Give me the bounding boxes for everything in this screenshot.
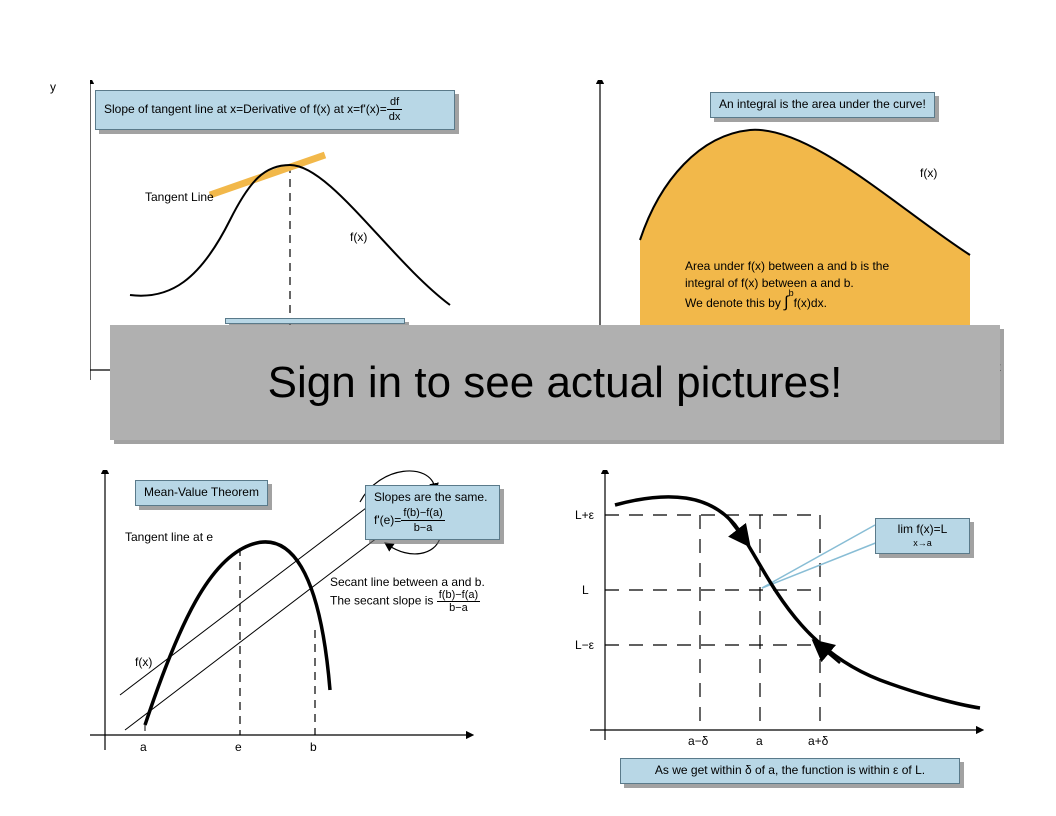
secant-line (125, 528, 390, 730)
slopes-box: Slopes are the same. f'(e)=f(b)−f(a)b−a (365, 485, 500, 540)
ytick-L: L (582, 583, 589, 597)
curve-label: f(x) (920, 166, 937, 180)
a-label: a (140, 740, 147, 754)
tangent-label: Tangent line at e (125, 530, 213, 544)
callout-line-1 (762, 525, 875, 588)
ytick-Lpe: L+ε (575, 508, 594, 522)
curve-fx (145, 542, 330, 725)
e-label: e (235, 740, 242, 754)
curve-label: f(x) (135, 655, 152, 669)
mvt-title-box: Mean-Value Theorem (135, 480, 268, 506)
y-axis-label: y (50, 80, 56, 94)
xtick-a: a (756, 734, 763, 748)
integral-title-box: An integral is the area under the curve! (710, 92, 935, 118)
limit-caption-box: As we get within δ of a, the function is… (620, 758, 960, 784)
panel-mvt: a e b f(x) Tangent line at e Secant line… (90, 470, 510, 770)
derivative-title-text: Slope of tangent line at x=Derivative of… (104, 102, 387, 116)
derivative-lower-box-peek (225, 318, 405, 324)
arrow-in-left (728, 518, 748, 544)
xtick-apd: a+δ (808, 734, 828, 748)
tangent-line (210, 155, 325, 195)
sign-in-overlay[interactable]: Sign in to see actual pictures! (110, 325, 1000, 440)
tangent-label: Tangent Line (145, 190, 214, 204)
ytick-Lme: L−ε (575, 638, 594, 652)
secant-label: Secant line between a and b. The secant … (330, 575, 510, 614)
integral-title-text: An integral is the area under the curve! (719, 97, 926, 111)
df-dx-fraction: dfdx (387, 95, 403, 125)
arrow-to-box-bot (388, 538, 440, 554)
panel-limit: L+ε L L−ε a−δ a a+δ lim f(x)=L x→a As we… (580, 470, 1000, 770)
xtick-amd: a−δ (688, 734, 708, 748)
integral-area-text: Area under f(x) between a and b is the i… (685, 258, 945, 314)
b-label: b (310, 740, 317, 754)
curve-label: f(x) (350, 230, 367, 244)
derivative-title-box: Slope of tangent line at x=Derivative of… (95, 90, 455, 130)
limit-box: lim f(x)=L x→a (875, 518, 970, 554)
arrow-in-right (815, 642, 840, 663)
sign-in-text: Sign in to see actual pictures! (268, 358, 843, 408)
